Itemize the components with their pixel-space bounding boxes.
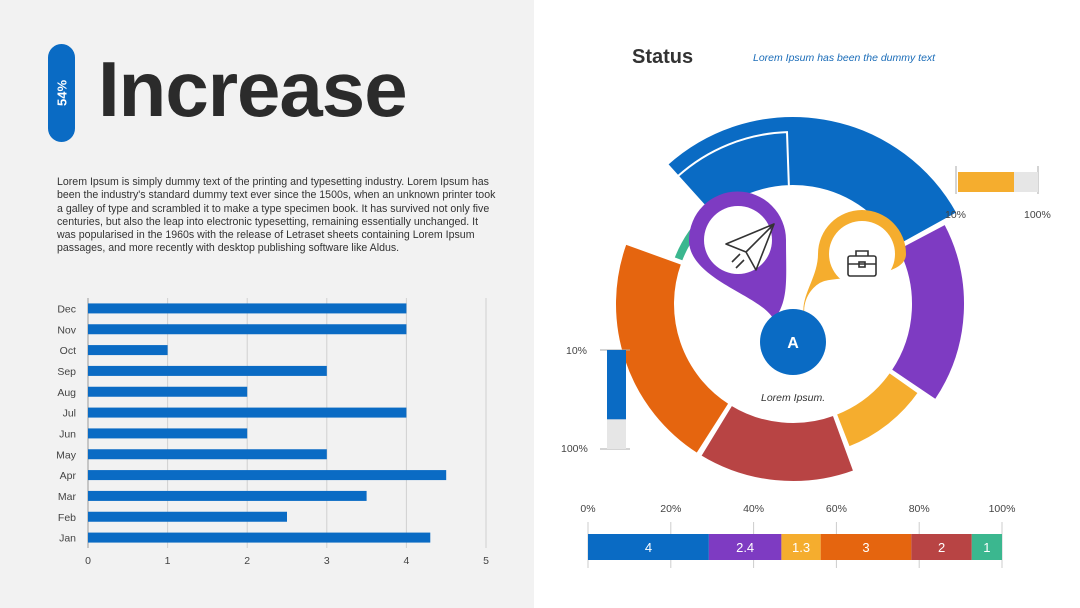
x-tick-label: 3 [324, 555, 330, 567]
y-tick-label: Nov [57, 324, 76, 336]
donut-segment [834, 370, 921, 449]
pin-yellow [803, 210, 906, 322]
y-tick-label: Mar [58, 491, 77, 503]
page-title: Increase [98, 45, 408, 133]
bar [88, 365, 327, 376]
stack-segment-label: 2.4 [736, 540, 754, 555]
status-donut-chart: A [600, 115, 1039, 483]
stack-segment-label: 3 [862, 540, 869, 555]
y-tick-label: Dec [57, 303, 76, 315]
status-title: Status [632, 46, 694, 68]
y-tick-label: Feb [58, 512, 76, 524]
x-tick-label: 40% [743, 503, 764, 515]
gauge-left [600, 349, 630, 450]
x-tick-label: 2 [244, 555, 250, 567]
gauge-right-high-label: 100% [1024, 209, 1051, 221]
stack-segment-label: 1.3 [792, 540, 810, 555]
center-caption: Lorem Ipsum. [761, 392, 826, 404]
x-tick-label: 100% [989, 503, 1016, 515]
gauge-left-low-label: 10% [566, 345, 588, 357]
y-tick-label: Jul [63, 408, 76, 420]
bar [88, 428, 248, 439]
stack-segment [781, 534, 821, 560]
donut-segment [698, 403, 856, 483]
donut-segment [614, 242, 731, 456]
x-tick-label: 5 [483, 555, 489, 567]
gauge-left-high-label: 100% [561, 443, 588, 455]
bar [88, 386, 248, 397]
y-tick-label: Oct [60, 345, 76, 357]
bar [88, 470, 447, 481]
stack-segment [971, 534, 1002, 560]
x-tick-label: 1 [165, 555, 171, 567]
gauge-right-low-label: 10% [945, 209, 967, 221]
y-tick-label: Sep [57, 366, 76, 378]
x-tick-label: 4 [403, 555, 409, 567]
bar [88, 532, 431, 543]
stack-segment [911, 534, 972, 560]
x-tick-label: 80% [909, 503, 930, 515]
bar [88, 490, 367, 501]
stack-segment [588, 534, 709, 560]
stacked-progress-chart: 0% 20% 40% 60% 80% 100% 4 2.4 1.3 3 2 1 [580, 503, 1016, 568]
x-tick-label: 20% [660, 503, 681, 515]
y-tick-label: Apr [60, 470, 77, 482]
stack-segment [708, 534, 782, 560]
percent-badge: 54% [48, 44, 75, 142]
center-badge [760, 309, 826, 375]
y-tick-label: May [56, 449, 77, 461]
gauge-right [955, 166, 1039, 194]
status-subtitle: Lorem Ipsum has been the dummy text [753, 52, 936, 64]
y-tick-label: Jun [59, 428, 76, 440]
bar [88, 324, 407, 335]
monthly-bar-chart: 0 1 2 3 4 5 Jan Feb Mar Apr May Jun Jul Aug Sep Oct Nov D… [56, 298, 489, 567]
stack-segment-label: 2 [938, 540, 945, 555]
description-paragraph: Lorem Ipsum is simply dummy text of the … [57, 176, 496, 255]
percent-badge-label: 54% [54, 79, 69, 107]
y-tick-label: Jan [59, 533, 76, 545]
stack-segment-label: 1 [983, 540, 990, 555]
x-tick-label: 0% [580, 503, 595, 515]
bar [88, 449, 327, 460]
x-tick-label: 0 [85, 555, 91, 567]
center-badge-letter: A [787, 335, 799, 352]
stack-segment [820, 534, 912, 560]
bar [88, 407, 407, 418]
bar [88, 511, 287, 522]
paper-plane-icon [725, 223, 775, 271]
briefcase-icon [847, 250, 877, 277]
bar [88, 303, 407, 314]
donut-segment [889, 222, 966, 402]
x-tick-label: 60% [826, 503, 847, 515]
bar [88, 345, 168, 356]
stack-segment-label: 4 [645, 540, 652, 555]
y-tick-label: Aug [57, 387, 76, 399]
